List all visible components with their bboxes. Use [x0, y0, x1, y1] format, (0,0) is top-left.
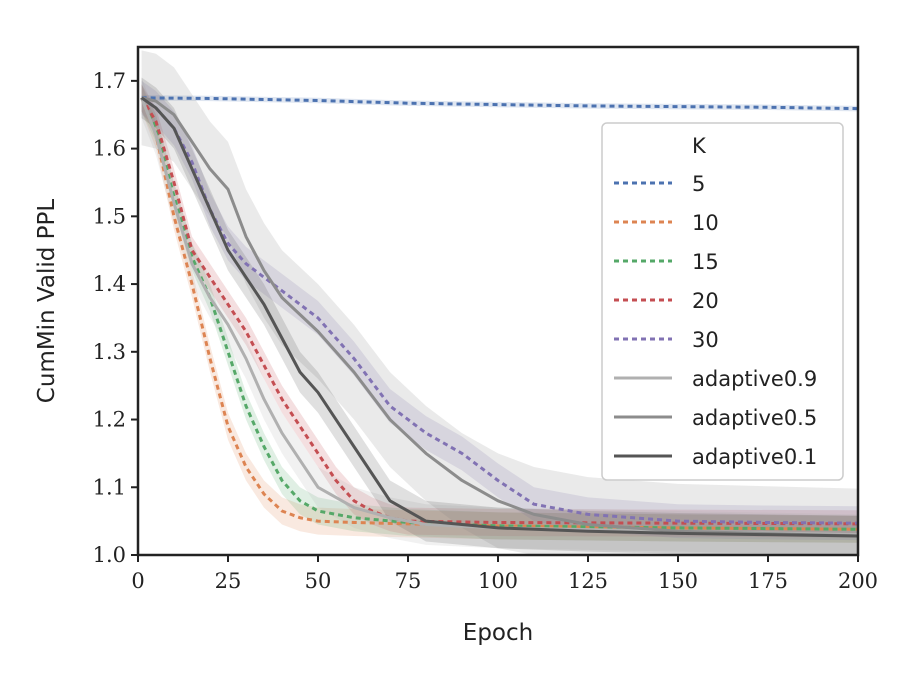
y-tick-label: 1.7 — [93, 69, 126, 93]
y-tick-label: 1.6 — [93, 137, 126, 161]
x-tick-label: 150 — [658, 569, 698, 593]
x-tick-label: 50 — [305, 569, 332, 593]
legend-title: K — [692, 134, 707, 158]
series-line-15 — [140, 97, 859, 531]
legend-label-20: 20 — [692, 289, 719, 313]
x-axis-ticks: 0 25 50 75 100 125 150 175 200 — [131, 555, 878, 593]
x-axis-label: Epoch — [463, 620, 533, 646]
legend-label-5: 5 — [692, 172, 705, 196]
band-adaptive0-5 — [141, 50, 859, 556]
y-tick-label: 1.4 — [93, 272, 126, 296]
y-tick-label: 1.2 — [93, 408, 126, 432]
y-axis-ticks: 1.0 1.1 1.2 1.3 1.4 1.5 1.6 1.7 — [93, 69, 138, 567]
series-line-30 — [140, 96, 859, 525]
series-line-adaptive0-9 — [140, 97, 859, 537]
x-tick-label: 175 — [748, 569, 788, 593]
x-tick-label: 125 — [568, 569, 608, 593]
legend: K 5 10 15 20 30 adaptive0.9 adaptive0.5 adaptiv… — [601, 122, 844, 481]
series-line-5 — [141, 96, 859, 111]
confidence-bands — [141, 50, 859, 556]
legend-label-30: 30 — [692, 328, 719, 352]
legend-label-adaptive0-1: adaptive0.1 — [692, 445, 817, 469]
legend-items: 5 10 15 20 30 adaptive0.9 adaptive0.5 adaptive0… — [614, 172, 817, 469]
y-tick-label: 1.1 — [93, 475, 126, 499]
y-tick-label: 1.5 — [93, 204, 126, 228]
x-tick-label: 75 — [395, 569, 422, 593]
y-tick-label: 1.3 — [93, 340, 126, 364]
legend-label-10: 10 — [692, 211, 719, 235]
x-tick-label: 200 — [838, 569, 878, 593]
legend-label-adaptive0-5: adaptive0.5 — [692, 406, 817, 430]
x-tick-label: 0 — [131, 569, 144, 593]
series-lines — [140, 96, 859, 538]
y-tick-label: 1.0 — [93, 543, 126, 567]
x-tick-label: 100 — [478, 569, 518, 593]
legend-box — [601, 122, 844, 481]
series-line-adaptive0-5 — [141, 96, 859, 538]
y-axis-label: CumMin Valid PPL — [34, 199, 60, 404]
series-line-adaptive0-1 — [140, 96, 859, 538]
legend-label-adaptive0-9: adaptive0.9 — [692, 367, 817, 391]
band-5 — [141, 95, 859, 112]
x-tick-label: 25 — [215, 569, 242, 593]
legend-label-15: 15 — [692, 250, 719, 274]
